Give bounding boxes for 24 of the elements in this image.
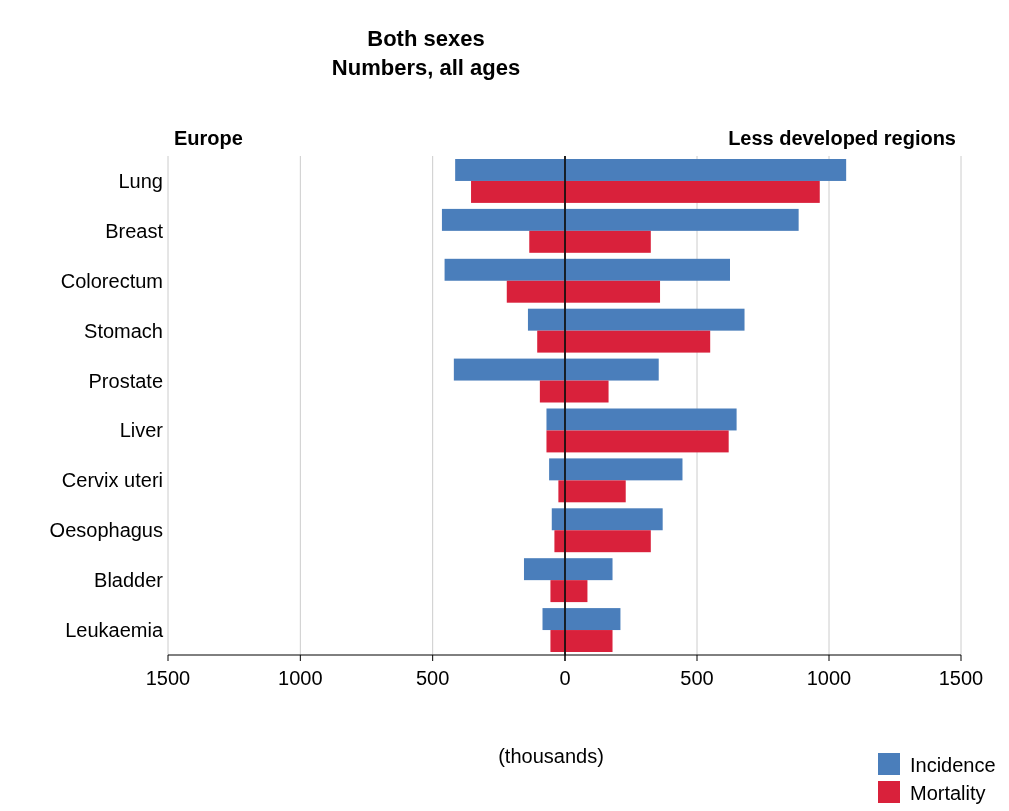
x-axis-title: (thousands) [498, 745, 604, 767]
x-tick-label: 1000 [278, 667, 323, 689]
x-tick-label: 500 [415, 667, 450, 689]
legend-label: Mortality [910, 782, 986, 804]
text: Numbers, all ages [331, 55, 521, 80]
text: Both sexes [367, 26, 485, 51]
y-tick-label: Colorectum [60, 269, 163, 292]
x-tick-label: 500 [680, 667, 714, 689]
y-tick-label: Lung [118, 169, 163, 192]
legend-label: Incidence [910, 754, 996, 776]
y-tick-label: Bladder [94, 569, 164, 592]
x-tick-label: 1000 [806, 667, 852, 689]
y-tick-label: Oesophagus [49, 519, 163, 542]
y-tick-label: Stomach [84, 319, 163, 342]
y-tick-label: Liver [119, 419, 164, 442]
y-tick-label: Leukaemia [65, 619, 164, 642]
x-tick-label: 0 [559, 667, 571, 689]
y-tick-label: Breast [105, 219, 164, 242]
chart-title: Less developed regions [728, 127, 956, 149]
x-tick-label: 1500 [145, 667, 191, 689]
x-tick-label: 1500 [938, 667, 984, 689]
y-tick-label: Prostate [88, 369, 163, 392]
y-tick-label: Cervix uteri [61, 469, 163, 492]
chart-title: Europe [174, 127, 243, 149]
